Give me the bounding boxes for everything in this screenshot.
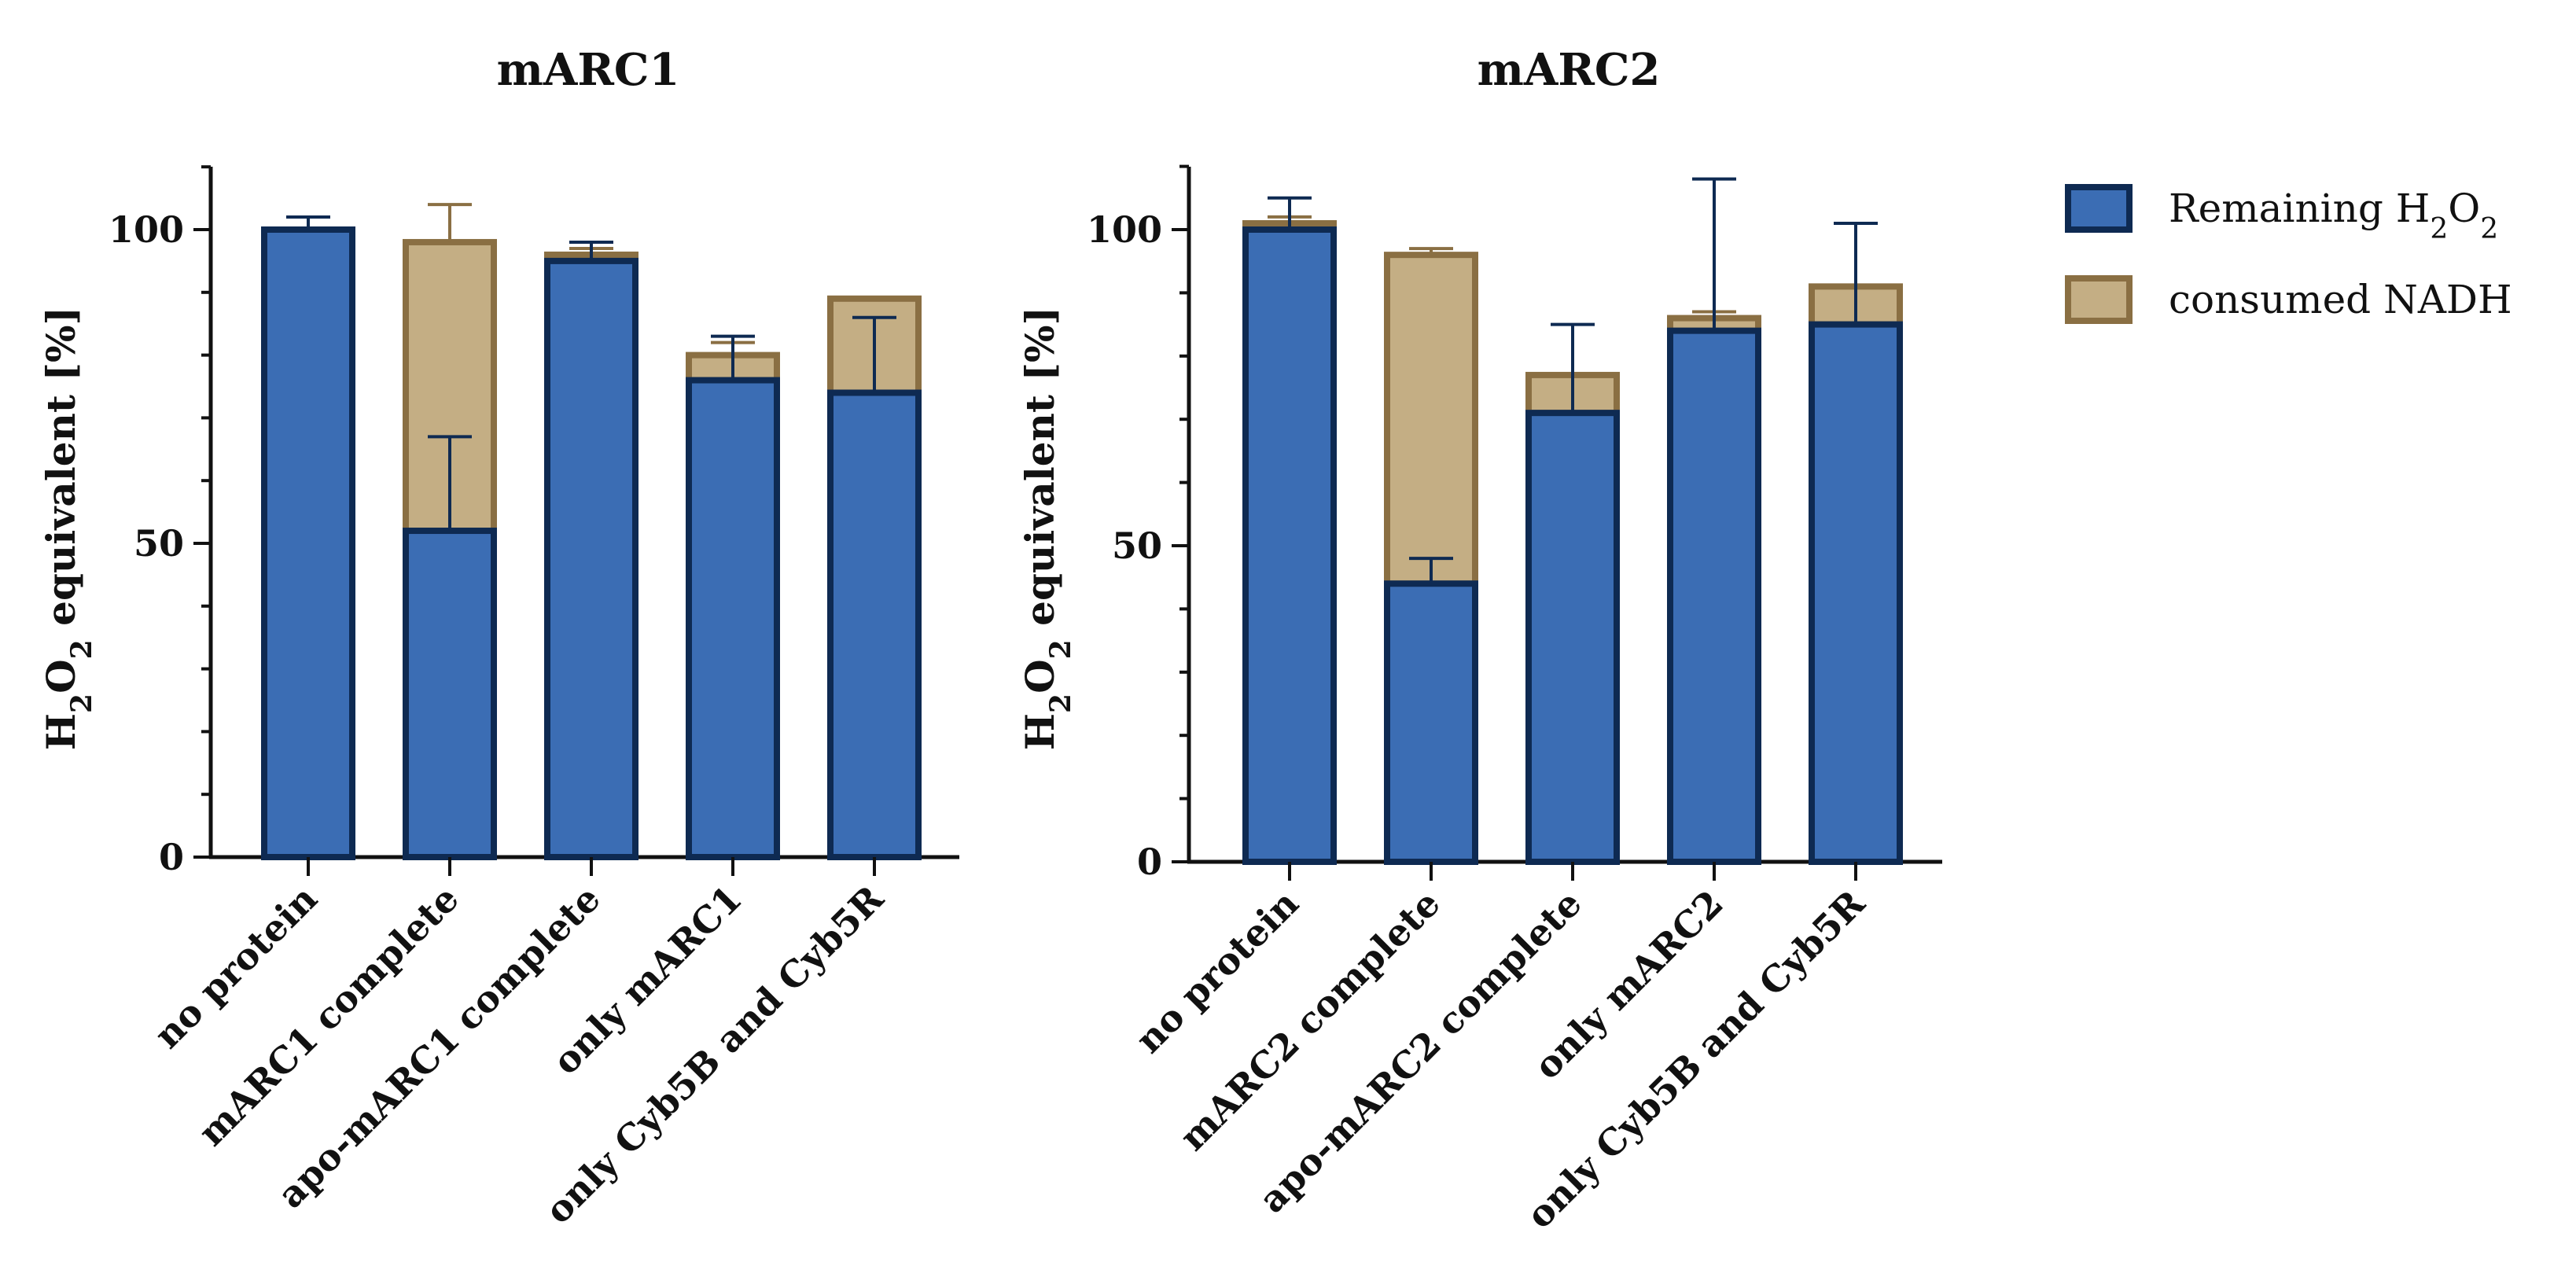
bar-remaining-h2o2 (1384, 580, 1478, 865)
y-tick-label: 0 (1137, 841, 1162, 883)
legend-swatch (2065, 275, 2133, 324)
bar-remaining-h2o2 (544, 257, 638, 860)
legend: Remaining H2O2 consumed NADH (2065, 184, 2512, 324)
bar-remaining-h2o2 (1525, 410, 1620, 865)
bar-remaining-h2o2 (261, 226, 355, 860)
y-axis-label: H2O2 equivalent [%] (38, 307, 98, 750)
bar-consumed-nadh (1384, 252, 1478, 587)
bar-remaining-h2o2 (1667, 327, 1761, 865)
x-category-label: mARC2 complete (1172, 882, 1448, 1159)
y-tick-label: 50 (134, 522, 184, 565)
y-tick-label: 100 (1087, 208, 1162, 251)
legend-swatch (2065, 184, 2133, 233)
x-category-label: mARC1 complete (190, 878, 467, 1154)
y-tick-label: 0 (159, 836, 184, 878)
chart-title: mARC2 (1478, 44, 1661, 96)
bar-remaining-h2o2 (403, 528, 497, 860)
bar-remaining-h2o2 (1809, 321, 1903, 866)
bar-remaining-h2o2 (827, 389, 922, 861)
legend-label: consumed NADH (2169, 277, 2512, 322)
y-axis-label: H2O2 equivalent [%] (1017, 307, 1077, 750)
bar-remaining-h2o2 (1242, 226, 1337, 865)
y-tick-label: 100 (109, 208, 184, 251)
chart-title: mARC1 (497, 44, 680, 96)
bar-remaining-h2o2 (686, 377, 780, 860)
legend-label: Remaining H2O2 (2169, 186, 2498, 245)
y-tick-label: 50 (1112, 524, 1162, 567)
